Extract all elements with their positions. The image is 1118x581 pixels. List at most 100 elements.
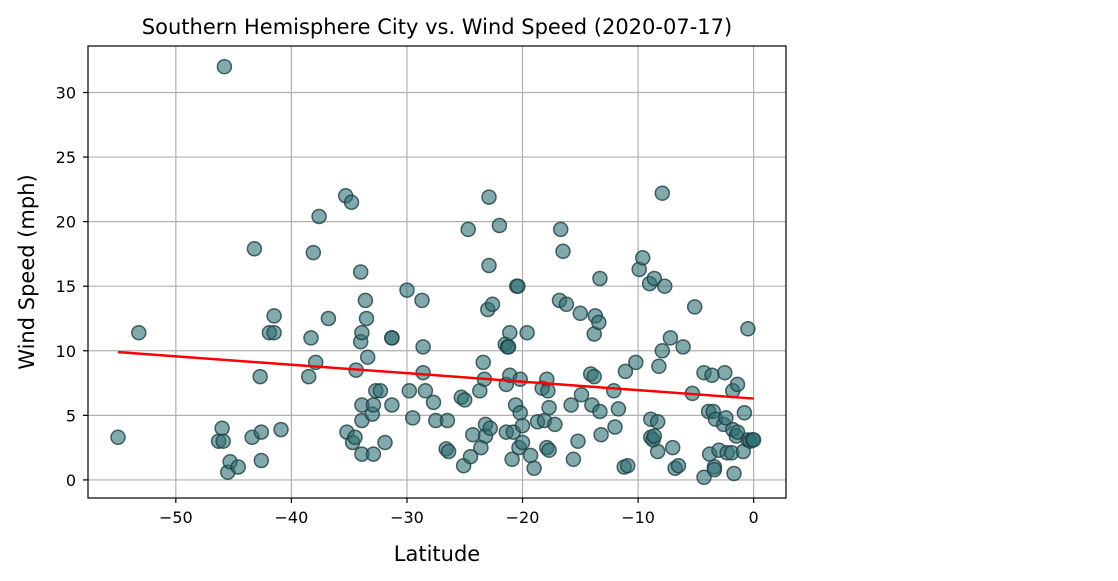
data-point	[664, 439, 681, 456]
data-point	[736, 405, 753, 421]
data-point	[573, 386, 590, 403]
data-point	[481, 257, 497, 274]
data-point	[675, 339, 691, 355]
data-point	[656, 278, 673, 294]
data-point	[415, 364, 431, 381]
data-point	[365, 446, 382, 462]
data-point	[401, 383, 418, 399]
data-point	[365, 397, 382, 413]
data-point	[460, 221, 476, 238]
data-point	[706, 461, 723, 478]
y-tick-label: 25	[56, 148, 76, 167]
data-point	[131, 324, 147, 341]
data-point	[726, 465, 742, 482]
x-tick-label: −10	[621, 508, 655, 527]
data-point	[440, 443, 457, 460]
x-tick-label: −40	[275, 508, 309, 527]
data-point	[482, 420, 498, 437]
data-point	[514, 417, 531, 434]
data-point	[547, 416, 563, 433]
y-tick-label: 5	[66, 406, 76, 425]
data-point	[572, 305, 589, 322]
data-point	[670, 457, 687, 474]
data-point	[570, 433, 586, 449]
data-point	[465, 426, 481, 443]
data-point	[619, 457, 636, 474]
data-point	[347, 429, 363, 446]
y-tick-label: 10	[56, 342, 76, 361]
data-point	[456, 392, 473, 408]
data-point	[729, 424, 746, 440]
data-point	[417, 383, 434, 399]
data-point	[592, 270, 608, 287]
data-point	[216, 58, 233, 75]
data-point	[462, 448, 479, 465]
regression-line	[117, 350, 754, 400]
data-point	[662, 330, 679, 346]
y-tick-label: 15	[56, 277, 76, 296]
data-point	[399, 282, 415, 298]
data-point	[740, 321, 756, 337]
y-axis-ticks: 0 5 10 15 20 25 30	[56, 83, 88, 490]
data-point	[273, 421, 289, 438]
data-point	[591, 314, 607, 331]
x-axis-label: Latitude	[394, 542, 480, 566]
data-point	[586, 368, 602, 385]
data-point	[343, 194, 360, 211]
data-point	[354, 324, 370, 341]
data-point	[266, 324, 282, 341]
chart-title: Southern Hemisphere City vs. Wind Speed …	[142, 15, 732, 39]
data-point	[617, 363, 634, 380]
data-point	[504, 451, 520, 468]
y-tick-label: 30	[56, 83, 76, 102]
data-point	[253, 452, 270, 469]
data-point	[311, 208, 327, 225]
data-point	[555, 243, 571, 260]
data-point	[717, 364, 733, 381]
x-tick-label: −20	[506, 508, 540, 527]
data-point	[634, 250, 651, 266]
data-point	[357, 292, 374, 309]
data-point	[696, 469, 712, 486]
data-point	[512, 405, 528, 421]
data-point	[558, 296, 575, 313]
x-tick-label: −50	[159, 508, 193, 527]
data-point	[651, 358, 667, 375]
data-point	[610, 401, 627, 417]
data-point	[593, 426, 609, 443]
data-point	[606, 383, 622, 399]
data-point	[439, 412, 456, 429]
data-point	[230, 459, 246, 475]
data-point	[512, 371, 528, 387]
data-point	[540, 383, 556, 399]
data-point	[415, 339, 431, 355]
data-point	[563, 397, 579, 413]
data-point	[646, 270, 663, 287]
data-point	[686, 299, 703, 315]
data-point	[358, 310, 375, 327]
data-point	[425, 394, 442, 411]
data-point	[246, 241, 263, 257]
data-point	[541, 442, 557, 458]
data-point	[372, 383, 389, 399]
data-point	[745, 432, 762, 448]
data-point	[384, 330, 400, 346]
x-tick-label: 0	[749, 508, 759, 527]
data-point	[510, 278, 526, 294]
x-axis-ticks: −50 −40 −30 −20 −10 0	[159, 498, 759, 527]
data-point	[522, 447, 539, 464]
data-point	[729, 376, 746, 393]
data-point	[110, 429, 126, 446]
plot-frame	[87, 45, 787, 499]
data-point	[484, 296, 501, 313]
data-point	[502, 324, 518, 341]
data-point	[404, 410, 421, 426]
data-point	[377, 434, 393, 451]
y-tick-label: 20	[56, 213, 76, 232]
data-point	[215, 433, 231, 449]
y-tick-label: 0	[66, 471, 76, 490]
data-point	[718, 410, 734, 426]
data-point	[704, 367, 720, 384]
data-point	[607, 419, 623, 435]
